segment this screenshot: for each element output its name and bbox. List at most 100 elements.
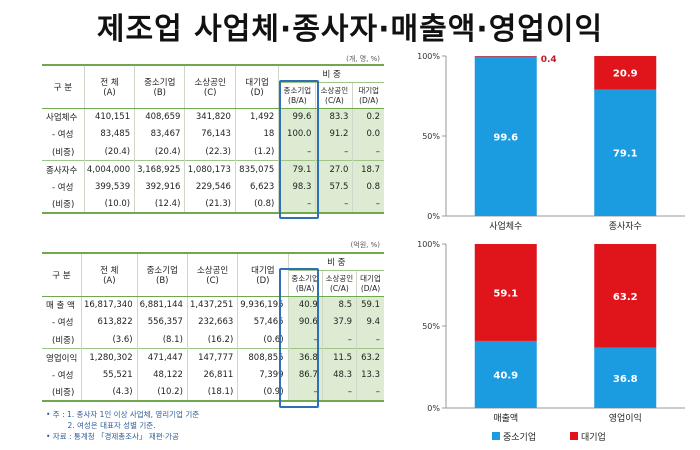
- col-small: 소상공인 (C): [187, 252, 239, 297]
- cell-ratio-large: 13.3: [356, 366, 384, 384]
- cell-total: (3.6): [81, 331, 138, 349]
- data-label: 36.8: [613, 374, 638, 385]
- col-r1: 중소기업 (B/A): [288, 270, 323, 297]
- cell-ratio-large: 9.4: [356, 313, 384, 331]
- table-row: 영업이익 1,280,302 471,447 147,777 808,855 36.8 11…: [42, 348, 384, 366]
- cell-small: (22.3): [184, 143, 236, 161]
- cell-ratio-sme: 40.9: [288, 296, 323, 314]
- cell-large: (1.2): [235, 143, 280, 161]
- cell-sme: 556,357: [137, 313, 188, 331]
- bar-large-영업이익: [594, 244, 657, 348]
- table1-units: (개, 명, %): [346, 55, 380, 63]
- cell-ratio-small: –: [315, 195, 354, 214]
- table-row: - 여성 399,539 392,916 229,546 6,623 98.3 57.5 0.…: [42, 178, 384, 196]
- row-label: 종사자수: [42, 160, 85, 178]
- cell-large: 9,936,195: [237, 296, 289, 314]
- cell-total: 399,539: [84, 178, 136, 196]
- cell-sme: (12.4): [134, 195, 186, 214]
- cell-ratio-large: 18.7: [352, 160, 384, 178]
- x-tick-label: 영업이익: [609, 412, 642, 424]
- cell-ratio-sme: –: [288, 331, 323, 349]
- table-row: - 여성 55,521 48,122 26,811 7,399 86.7 48.3 13.3: [42, 366, 384, 384]
- cell-ratio-large: 0.0: [352, 125, 384, 143]
- y-tick-label: 100%: [417, 52, 440, 61]
- cell-ratio-sme: –: [278, 143, 317, 161]
- y-tick-label: 0%: [427, 212, 440, 221]
- legend-swatch-sme: [492, 432, 500, 440]
- cell-ratio-sme: 99.6: [278, 108, 317, 126]
- cell-ratio-small: 37.9: [322, 313, 358, 331]
- legend-label: 중소기업: [503, 432, 536, 443]
- x-tick-label: 종사자수: [609, 221, 642, 232]
- col-r3: 대기업 (D/A): [356, 270, 384, 297]
- bar-large-종사자수: [594, 56, 657, 90]
- cell-small: 26,811: [187, 366, 239, 384]
- cell-total: (4.3): [81, 383, 138, 402]
- cell-large: (0.8): [235, 195, 280, 214]
- cell-total: (20.4): [84, 143, 136, 161]
- cell-total: (10.0): [84, 195, 136, 214]
- bar-large-매출액: [474, 244, 537, 341]
- table2-units: (억원, %): [350, 241, 380, 249]
- cell-total: 83,485: [84, 125, 136, 143]
- row-label: - 여성: [42, 313, 82, 331]
- bar-sme-매출액: [474, 340, 537, 408]
- cell-ratio-small: 57.5: [315, 178, 354, 196]
- row-label: - 여성: [42, 178, 85, 196]
- col-group: 구 분: [42, 252, 82, 297]
- cell-total: 410,151: [84, 108, 136, 126]
- bar-sme-사업체수: [474, 56, 537, 216]
- row-label: (비중): [42, 143, 85, 161]
- cell-small: 232,663: [187, 313, 239, 331]
- table-row: 매 출 액 16,817,340 6,881,144 1,437,251 9,936,1…: [42, 296, 384, 314]
- cell-ratio-large: –: [352, 143, 384, 161]
- cell-large: 808,855: [237, 348, 289, 366]
- cell-small: 1,080,173: [184, 160, 236, 178]
- cell-sme: 48,122: [137, 366, 188, 384]
- cell-ratio-small: 27.0: [315, 160, 354, 178]
- row-label: 매 출 액: [42, 296, 82, 314]
- cell-ratio-small: 8.5: [322, 296, 358, 314]
- cell-total: 613,822: [81, 313, 138, 331]
- y-tick-label: 50%: [422, 132, 440, 141]
- cell-ratio-sme: 100.0: [278, 125, 317, 143]
- cell-total: 55,521: [81, 366, 138, 384]
- cell-large: 7,399: [237, 366, 289, 384]
- col-r1: 종소기업 (B/A): [278, 82, 317, 109]
- cell-ratio-small: 11.5: [322, 348, 358, 366]
- col-sme: 중소기업 (B): [137, 252, 188, 297]
- table-establishments-employees: 구 분 전 체 (A) 중소기업 (B) 소상공인 (C) 대기업 (D) 비 중 종소…: [42, 64, 384, 214]
- table-row: 종사자수 4,004,000 3,168,925 1,080,173 835,075 79…: [42, 160, 384, 178]
- cell-total: 4,004,000: [84, 160, 136, 178]
- cell-small: 1,437,251: [187, 296, 239, 314]
- y-tick-label: 0%: [427, 404, 440, 413]
- cell-sme: (8.1): [137, 331, 188, 349]
- cell-ratio-large: –: [356, 383, 384, 402]
- cell-ratio-large: 0.2: [352, 108, 384, 126]
- cell-ratio-sme: 86.7: [288, 366, 323, 384]
- col-sme: 중소기업 (B): [134, 64, 186, 109]
- cell-large: 1,492: [235, 108, 280, 126]
- cell-sme: 392,916: [134, 178, 186, 196]
- table-sales-profit: 구 분 전 체 (A) 중소기업 (B) 소상공인 (C) 대기업 (D) 비 중 중소…: [42, 252, 384, 402]
- cell-small: 76,143: [184, 125, 236, 143]
- cell-sme: (10.2): [137, 383, 188, 402]
- cell-ratio-sme: 98.3: [278, 178, 317, 196]
- bar-large-사업체수: [474, 56, 537, 57]
- cell-large: 6,623: [235, 178, 280, 196]
- cell-ratio-large: 0.8: [352, 178, 384, 196]
- cell-ratio-large: 63.2: [356, 348, 384, 366]
- col-small: 소상공인 (C): [184, 64, 236, 109]
- col-total: 전 체 (A): [84, 64, 136, 109]
- cell-sme: 3,168,925: [134, 160, 186, 178]
- row-label: (비중): [42, 383, 82, 402]
- footnotes: • 주 : 1. 종사자 1인 이상 사업체, 영리기업 기준 2. 여성은 대…: [46, 409, 199, 442]
- cell-ratio-small: 91.2: [315, 125, 354, 143]
- row-label: 사업체수: [42, 108, 85, 126]
- cell-small: 229,546: [184, 178, 236, 196]
- row-label: (비중): [42, 195, 85, 214]
- cell-large: (0.6): [237, 331, 289, 349]
- cell-ratio-sme: 90.6: [288, 313, 323, 331]
- cell-ratio-sme: 36.8: [288, 348, 323, 366]
